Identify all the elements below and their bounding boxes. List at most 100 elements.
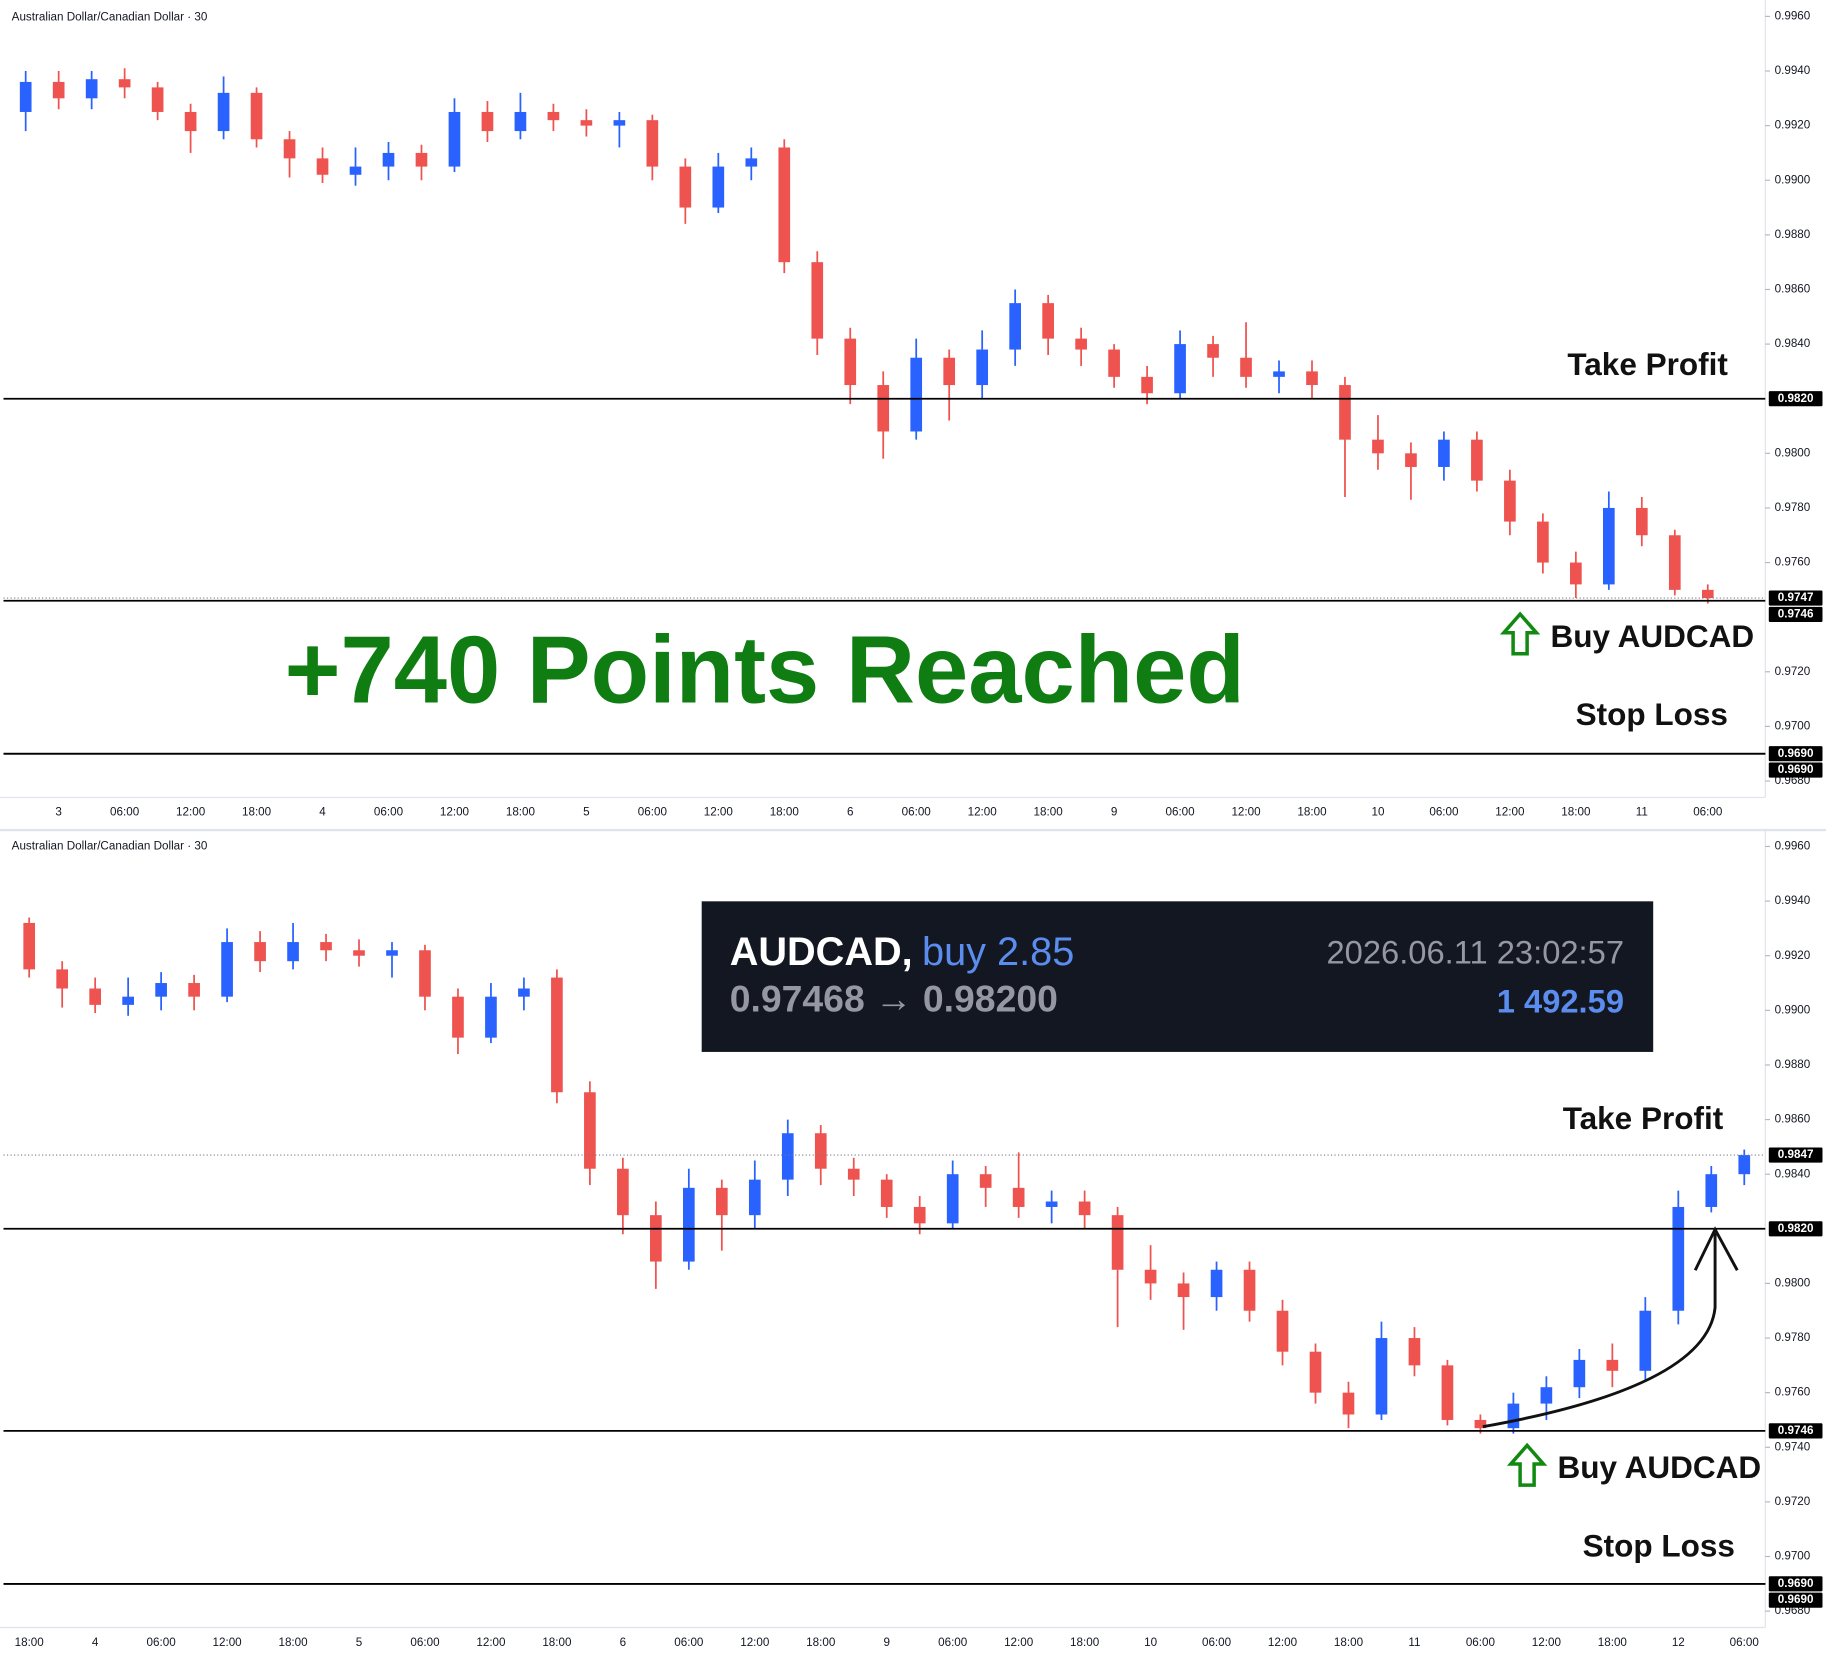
price-badge: [1768, 1592, 1823, 1608]
y-tick-label: 0.9780: [1775, 1331, 1811, 1344]
y-tick-label: 0.9700: [1775, 719, 1811, 732]
candle-body: [250, 92, 263, 140]
candle-body: [1471, 439, 1483, 481]
x-tick-label: 11: [1636, 806, 1648, 819]
candle-body: [1507, 1403, 1520, 1429]
y-tick-label: 0.9900: [1775, 1003, 1811, 1016]
x-tick-label: 18:00: [542, 1636, 572, 1649]
candle-body: [613, 120, 626, 126]
x-tick-label: 18:00: [242, 806, 272, 819]
y-tick-label: 0.9960: [1775, 9, 1811, 22]
candle-body: [85, 79, 98, 99]
candle-body: [1042, 303, 1054, 339]
price-badge: [1768, 391, 1823, 407]
candle-body: [122, 996, 134, 1005]
x-tick-label: 6: [620, 1636, 626, 1649]
x-tick-label: 06:00: [147, 1636, 177, 1649]
candle-body: [715, 1187, 728, 1216]
price-badge-label: 0.9847: [1778, 1148, 1814, 1161]
candle-body: [1405, 453, 1417, 467]
candle-body: [1603, 507, 1615, 585]
stop-loss-label: Stop Loss: [1583, 1527, 1735, 1563]
candle-body: [1438, 439, 1450, 467]
candle-body: [778, 147, 791, 263]
trade-symbol: AUDCAD,: [730, 931, 913, 975]
candle-body: [1075, 338, 1087, 350]
candle-body: [646, 120, 659, 167]
candle-body: [650, 1215, 662, 1262]
take-profit-label: Take Profit: [1567, 346, 1728, 382]
candle-body: [1668, 535, 1681, 590]
price-badge: [1768, 1221, 1823, 1237]
price-badge: [1768, 1423, 1823, 1439]
candle-body: [1273, 371, 1285, 377]
x-tick-label: 4: [319, 806, 326, 819]
x-tick-label: 4: [92, 1636, 99, 1649]
x-tick-label: 06:00: [374, 806, 404, 819]
chart-title: Australian Dollar/Canadian Dollar · 30: [12, 840, 208, 853]
candle-body: [979, 1174, 992, 1188]
candle-body: [811, 262, 824, 339]
candle-body: [1342, 1392, 1355, 1415]
y-tick-label: 0.9720: [1775, 665, 1811, 678]
candle-body: [514, 111, 527, 132]
candle-body: [518, 988, 530, 997]
candle-body: [415, 152, 428, 167]
candle-body: [913, 1206, 926, 1224]
x-tick-label: 12:00: [968, 806, 998, 819]
candle-body: [1141, 376, 1153, 394]
candle-body: [452, 996, 464, 1038]
y-tick-label: 0.9920: [1775, 949, 1811, 962]
candle-body: [19, 81, 32, 112]
price-badge: [1768, 746, 1823, 762]
candle-body: [1144, 1269, 1157, 1284]
price-badge-label: 0.9690: [1778, 1593, 1814, 1606]
buy-label: Buy AUDCAD: [1557, 1449, 1761, 1485]
y-tick-label: 0.9900: [1775, 173, 1811, 186]
candle-body: [946, 1174, 959, 1224]
candle-body: [1441, 1365, 1454, 1420]
price-badge: [1768, 1147, 1823, 1163]
x-tick-label: 06:00: [1693, 806, 1723, 819]
candle-body: [1210, 1269, 1223, 1298]
candle-body: [1701, 589, 1714, 599]
trend-arrow: [1482, 1232, 1717, 1429]
trade-time: 2026.06.11 23:02:57: [1327, 934, 1625, 971]
price-badge-label: 0.9820: [1778, 392, 1814, 405]
candle-body: [1372, 439, 1384, 454]
price-badge-label: 0.9820: [1778, 1222, 1814, 1235]
trade-header: AUDCAD, buy 2.85: [730, 931, 1075, 975]
candle-body: [320, 942, 332, 951]
x-tick-label: 12:00: [1532, 1636, 1562, 1649]
candle-body: [1309, 1351, 1322, 1393]
trade-box: [701, 901, 1654, 1052]
x-tick-label: 9: [883, 1636, 889, 1649]
trade-prices: 0.97468 → 0.98200: [730, 978, 1058, 1020]
candle-body: [1306, 371, 1318, 386]
candle-body: [781, 1133, 794, 1180]
x-tick-label: 3: [55, 806, 61, 819]
x-tick-label: 18:00: [15, 1636, 45, 1649]
candle-body: [844, 338, 857, 386]
price-badge-label: 0.9690: [1778, 747, 1814, 760]
x-tick-label: 12:00: [740, 1636, 770, 1649]
candle-body: [419, 950, 431, 997]
x-tick-label: 06:00: [110, 806, 140, 819]
candle-body: [1240, 357, 1252, 377]
candle-body: [1108, 349, 1120, 377]
candle-body: [1540, 1387, 1553, 1404]
candle-body: [151, 87, 164, 112]
y-tick-label: 0.9800: [1775, 446, 1811, 459]
y-tick-label: 0.9780: [1775, 501, 1811, 514]
candle-body: [184, 111, 197, 132]
buy-arrow-icon: [1499, 611, 1541, 656]
price-badge: [1768, 1576, 1823, 1592]
x-tick-label: 06:00: [938, 1636, 968, 1649]
x-tick-label: 5: [583, 806, 589, 819]
x-tick-label: 5: [356, 1636, 362, 1649]
x-tick-label: 06:00: [1429, 806, 1459, 819]
x-tick-label: 10: [1371, 806, 1384, 819]
